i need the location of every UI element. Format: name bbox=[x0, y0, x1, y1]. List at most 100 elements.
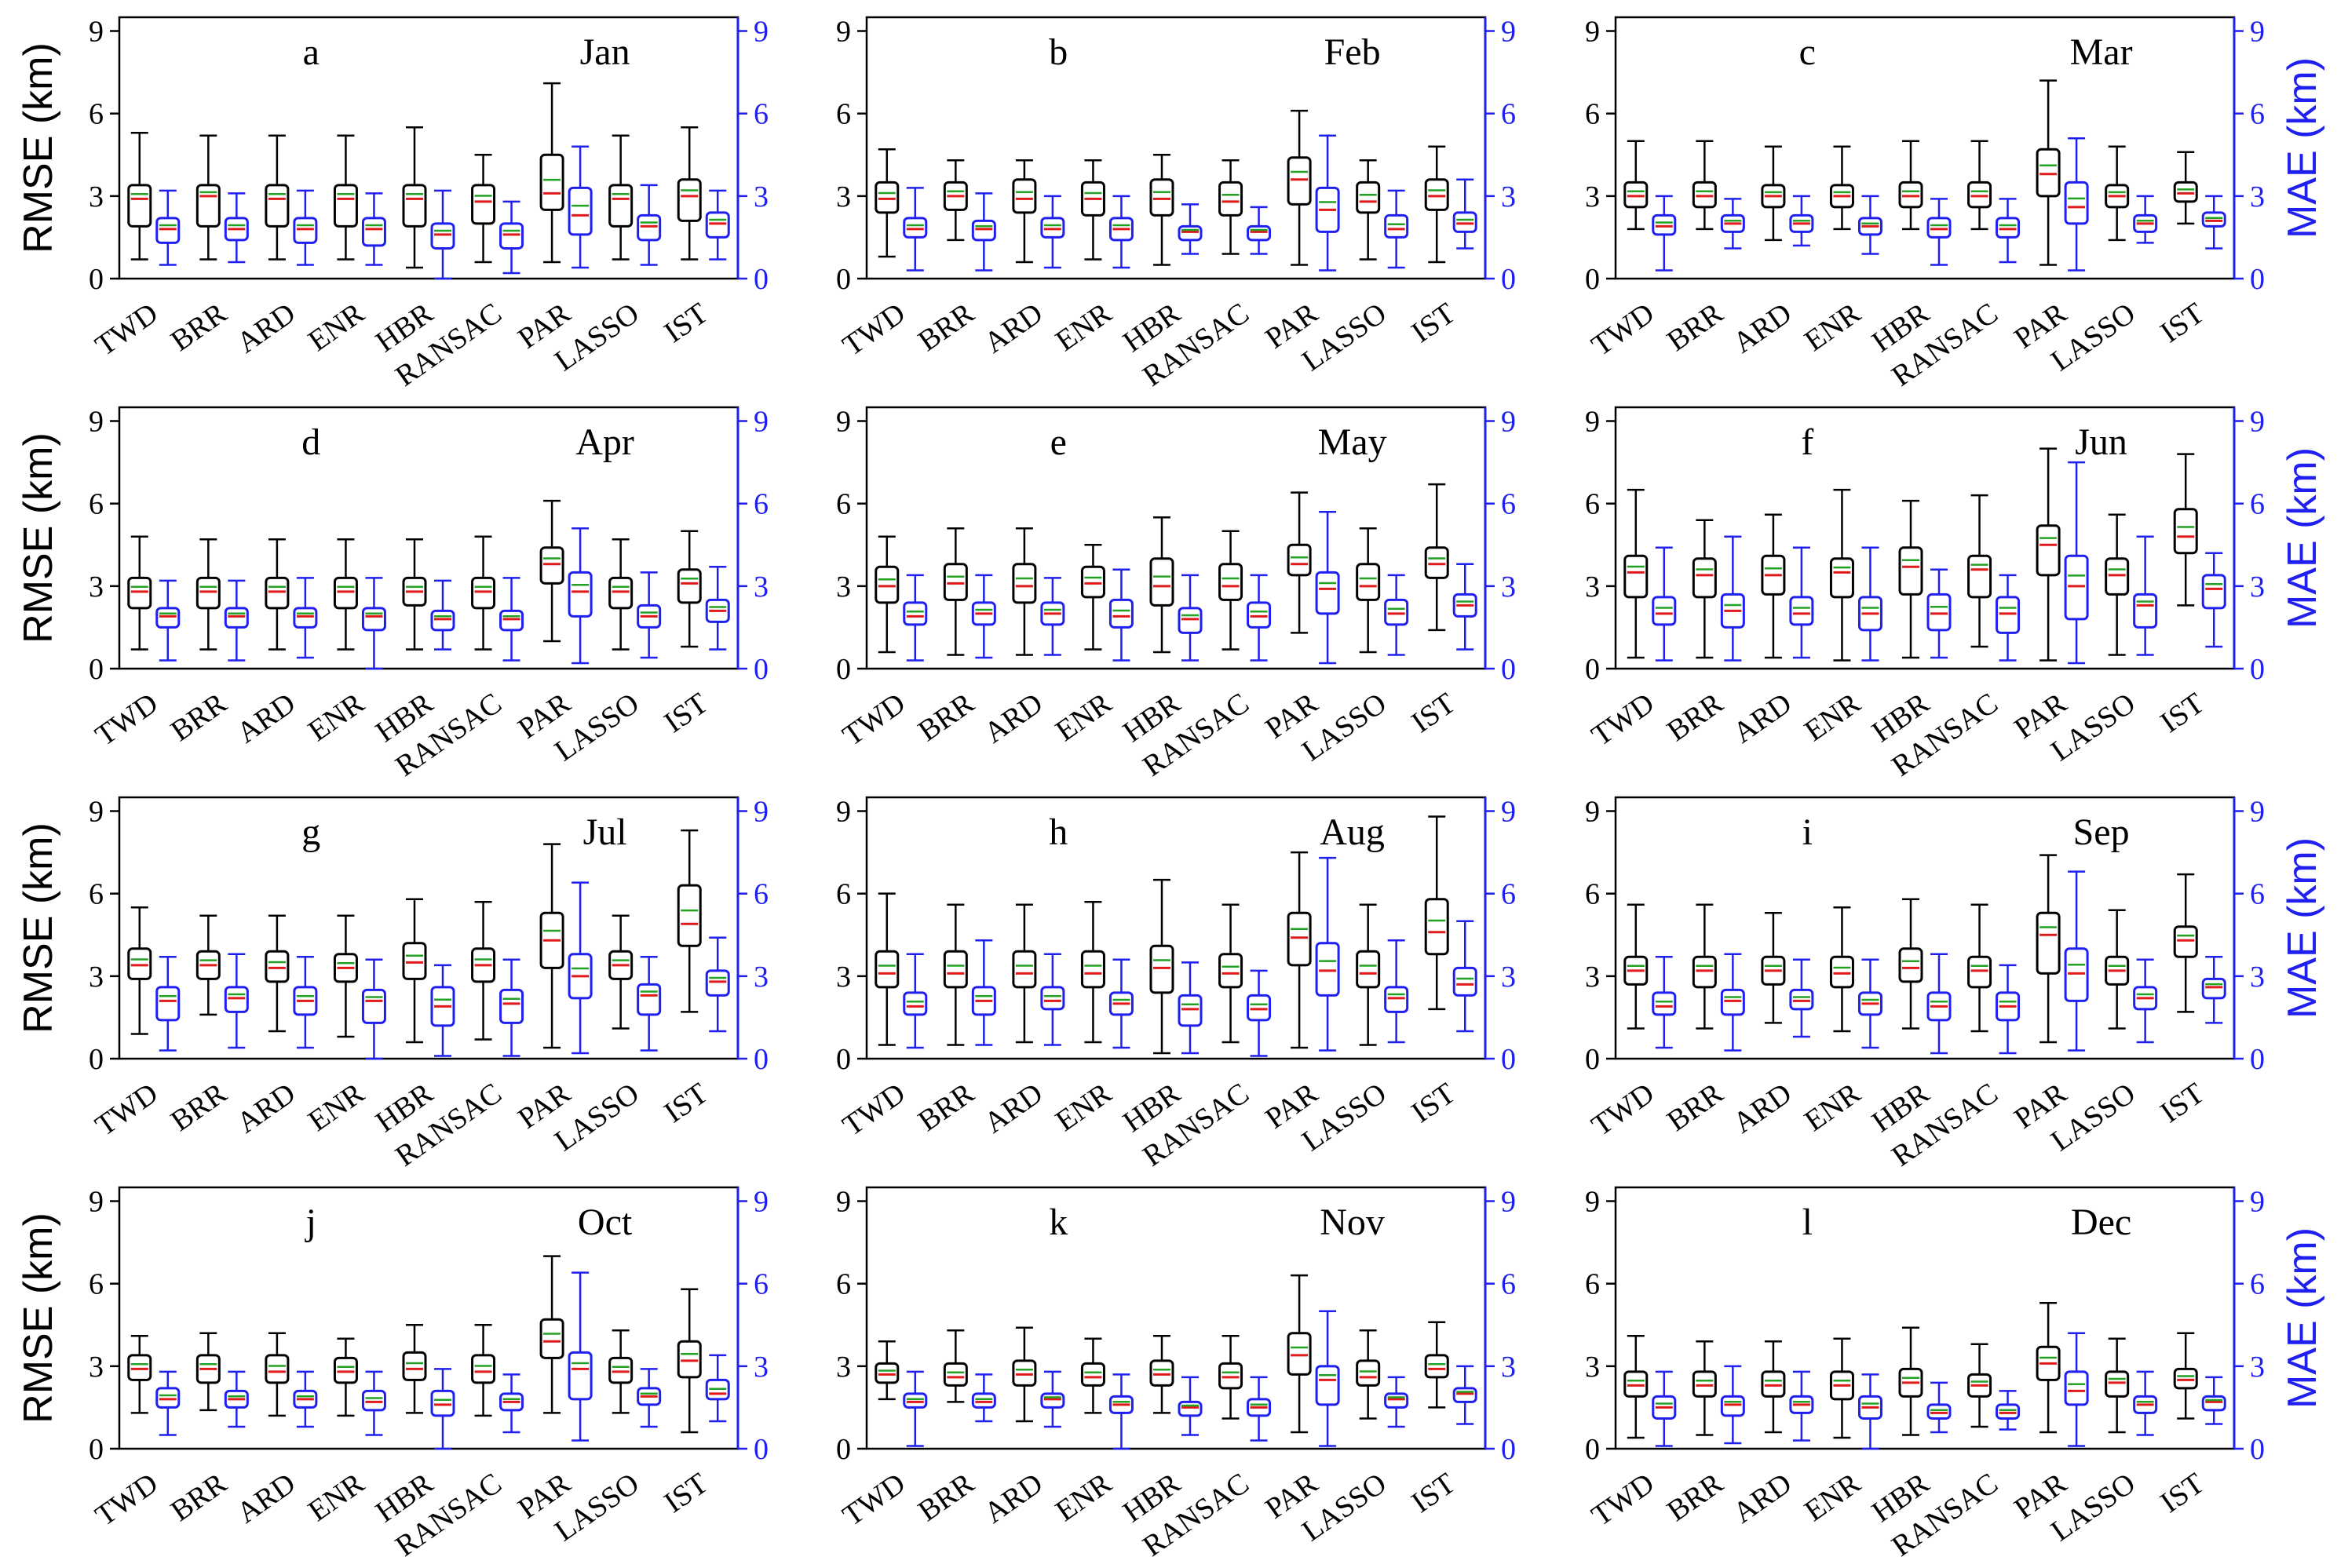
panel-month: Oct bbox=[578, 1202, 633, 1243]
rmse-iqr-box bbox=[1898, 546, 1923, 596]
rmse-iqr-box bbox=[1149, 1359, 1174, 1387]
rmse-box bbox=[127, 131, 152, 261]
rmse-box bbox=[943, 527, 968, 656]
mae-box bbox=[1247, 969, 1272, 1057]
panel-month: May bbox=[1318, 421, 1387, 463]
mae-box bbox=[2064, 1332, 2089, 1447]
rmse-box bbox=[1829, 145, 1854, 231]
category-label: TWD bbox=[1586, 687, 1660, 753]
plot-frame bbox=[865, 796, 1487, 1060]
rmse-iqr-box bbox=[127, 576, 152, 610]
mae-box bbox=[2064, 870, 2089, 1052]
rmse-box bbox=[943, 1329, 968, 1403]
rmse-iqr-box bbox=[265, 576, 290, 610]
left-tick-label: 3 bbox=[836, 1351, 851, 1384]
rmse-box bbox=[1967, 1343, 1992, 1428]
rmse-iqr-box bbox=[1080, 1362, 1105, 1387]
mae-box bbox=[971, 192, 996, 272]
mae-box bbox=[1926, 198, 1952, 266]
category-label: BRR bbox=[1661, 297, 1729, 358]
rmse-iqr-box bbox=[1218, 181, 1243, 217]
category-label: TWD bbox=[1586, 1467, 1660, 1533]
rmse-iqr-box bbox=[1356, 950, 1381, 989]
mae-iqr-box bbox=[705, 969, 730, 997]
mae-box bbox=[2064, 461, 2089, 665]
left-tick-label: 0 bbox=[836, 1043, 851, 1076]
right-tick-label: 9 bbox=[754, 16, 769, 49]
panel-letter: b bbox=[1049, 31, 1068, 73]
mae-box bbox=[1040, 1370, 1065, 1428]
mae-iqr-box bbox=[1996, 596, 2021, 634]
mae-box bbox=[1720, 953, 1745, 1052]
mae-box bbox=[361, 192, 386, 266]
plot-frame bbox=[1614, 16, 2236, 280]
rmse-iqr-box bbox=[1080, 950, 1105, 989]
panel-letter: k bbox=[1049, 1202, 1068, 1243]
mae-iqr-box bbox=[1652, 213, 1677, 236]
mae-box bbox=[1996, 964, 2021, 1055]
mae-box bbox=[1040, 195, 1065, 269]
mae-iqr-box bbox=[361, 607, 386, 632]
rmse-iqr-box bbox=[2173, 1367, 2198, 1390]
rmse-iqr-box bbox=[1761, 1370, 1786, 1398]
mae-iqr-box bbox=[1040, 217, 1065, 239]
right-tick-label: 9 bbox=[754, 1186, 769, 1219]
panel-letter: d bbox=[301, 421, 320, 463]
rmse-box bbox=[2036, 79, 2061, 266]
rmse-box bbox=[265, 1332, 290, 1417]
category-label: TWD bbox=[89, 1467, 164, 1533]
mae-box bbox=[1384, 189, 1409, 269]
right-tick-label: 9 bbox=[2250, 406, 2265, 439]
left-tick-label: 9 bbox=[1585, 16, 1600, 49]
rmse-iqr-box bbox=[1898, 181, 1923, 209]
left-tick-label: 0 bbox=[1585, 1433, 1600, 1466]
right-tick-label: 9 bbox=[2250, 796, 2265, 829]
mae-box bbox=[155, 1370, 181, 1436]
rmse-iqr-box bbox=[1287, 543, 1312, 577]
mae-box bbox=[1384, 574, 1409, 656]
rmse-iqr-box bbox=[1967, 554, 1992, 599]
rmse-box bbox=[1149, 1335, 1174, 1414]
left-tick-label: 9 bbox=[89, 796, 104, 829]
mae-box bbox=[1652, 195, 1677, 272]
rmse-iqr-box bbox=[2173, 925, 2198, 958]
panel-month: Nov bbox=[1320, 1202, 1385, 1243]
mae-iqr-box bbox=[430, 1389, 455, 1417]
mae-iqr-box bbox=[155, 986, 181, 1022]
mae-iqr-box bbox=[1178, 994, 1203, 1027]
mae-iqr-box bbox=[1926, 1403, 1952, 1420]
category-label: TWD bbox=[89, 687, 164, 753]
rmse-box bbox=[1012, 1326, 1037, 1423]
mae-box bbox=[1315, 510, 1340, 665]
rmse-iqr-box bbox=[1424, 546, 1449, 579]
mae-box bbox=[155, 189, 181, 266]
rmse-iqr-box bbox=[608, 576, 634, 610]
mae-box bbox=[1789, 1370, 1814, 1442]
category-label: ARD bbox=[978, 1077, 1049, 1140]
category-label: ARD bbox=[1727, 297, 1798, 359]
rmse-box bbox=[1218, 530, 1243, 651]
rmse-box bbox=[2036, 447, 2061, 662]
mae-box bbox=[568, 145, 593, 269]
left-tick-label: 3 bbox=[89, 181, 104, 213]
mae-iqr-box bbox=[361, 217, 386, 247]
mae-box bbox=[1452, 1365, 1477, 1425]
rmse-box bbox=[1424, 1321, 1449, 1409]
category-label: IST bbox=[659, 1077, 714, 1129]
mae-box bbox=[1452, 920, 1477, 1033]
mae-iqr-box bbox=[361, 988, 386, 1024]
panel-letter: g bbox=[301, 811, 320, 853]
rmse-box bbox=[1356, 903, 1381, 1046]
rmse-box bbox=[1898, 140, 1923, 231]
left-tick-label: 3 bbox=[89, 961, 104, 994]
rmse-iqr-box bbox=[2105, 1370, 2130, 1398]
category-label: ENR bbox=[302, 1467, 371, 1528]
rmse-box bbox=[333, 538, 358, 651]
left-tick-label: 6 bbox=[836, 878, 851, 911]
left-tick-label: 0 bbox=[89, 1043, 104, 1076]
rmse-box bbox=[677, 829, 702, 1013]
